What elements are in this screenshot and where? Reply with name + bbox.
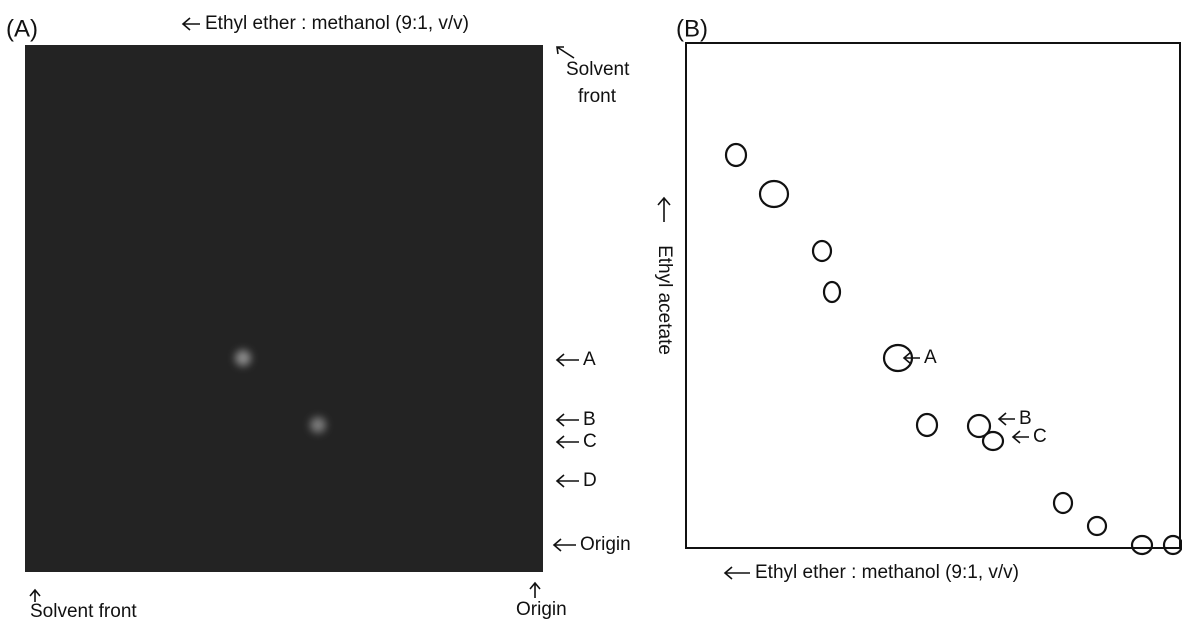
panel-label: (A) bbox=[6, 15, 38, 42]
spot bbox=[724, 142, 748, 168]
arrow bbox=[555, 353, 579, 367]
spot bbox=[822, 280, 842, 304]
spot bbox=[1130, 534, 1154, 556]
spot-label: C bbox=[1033, 426, 1047, 447]
tlc-plate bbox=[25, 45, 543, 572]
spot-label: C bbox=[583, 431, 597, 452]
arrow bbox=[723, 566, 750, 580]
spot bbox=[915, 412, 939, 438]
spot bbox=[981, 430, 1005, 452]
arrow bbox=[902, 351, 920, 365]
spot bbox=[811, 239, 833, 263]
spot bbox=[1052, 491, 1074, 515]
spot bbox=[1162, 534, 1182, 556]
arrow bbox=[555, 413, 579, 427]
spot-label: A bbox=[583, 349, 596, 370]
solvent-front-label: Solvent bbox=[566, 59, 630, 80]
spot-outlines bbox=[724, 142, 1182, 556]
arrow bbox=[657, 196, 671, 222]
arrow bbox=[997, 412, 1015, 426]
spot bbox=[310, 417, 326, 433]
spot-label: A bbox=[924, 347, 937, 368]
arrow bbox=[29, 588, 41, 602]
top-axis-label: Ethyl ether : methanol (9:1, v/v) bbox=[205, 13, 469, 34]
x-axis-label: Ethyl ether : methanol (9:1, v/v) bbox=[755, 562, 1019, 583]
panel-label: (B) bbox=[676, 15, 708, 42]
arrow bbox=[555, 474, 579, 488]
spot bbox=[1086, 515, 1108, 537]
plate-outline bbox=[685, 42, 1181, 549]
y-axis-label: Ethyl acetate bbox=[654, 245, 675, 355]
arrow bbox=[181, 17, 200, 31]
spot bbox=[758, 179, 790, 209]
spot-label: B bbox=[583, 409, 596, 430]
arrow bbox=[529, 581, 541, 598]
bottom-origin: Origin bbox=[516, 599, 567, 620]
arrow bbox=[556, 46, 575, 59]
solvent-front-label: front bbox=[578, 86, 617, 107]
arrow bbox=[552, 538, 576, 552]
spot-label: B bbox=[1019, 408, 1032, 429]
spot bbox=[235, 350, 251, 366]
bottom-solvent-front: Solvent front bbox=[30, 601, 137, 622]
spot-label: Origin bbox=[580, 534, 631, 555]
spot-label: D bbox=[583, 470, 597, 491]
arrow bbox=[555, 435, 579, 449]
arrow bbox=[1011, 430, 1029, 444]
spot bbox=[966, 413, 992, 439]
